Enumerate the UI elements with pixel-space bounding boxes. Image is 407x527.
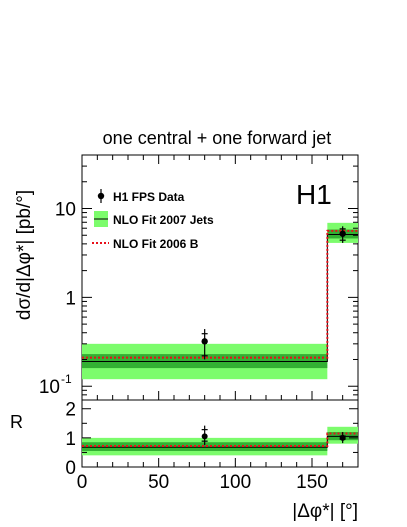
nlo-2006-line bbox=[82, 229, 358, 359]
ratio-y-axis-label: R bbox=[10, 412, 23, 432]
y-tick-label-10: 10 bbox=[55, 200, 76, 221]
y-tick-label-0.1-exp: -1 bbox=[61, 372, 72, 386]
x-tick-label-0: 0 bbox=[77, 472, 88, 493]
x-tick-label-100: 100 bbox=[219, 472, 251, 493]
ratio-tick-label-0: 0 bbox=[65, 458, 76, 479]
ratio-data-points bbox=[201, 425, 346, 446]
y-tick-label-0.1-base: 10 bbox=[39, 377, 60, 398]
ratio-band-inner-bin-0 bbox=[82, 442, 328, 451]
y-tick-label-1: 1 bbox=[65, 288, 76, 309]
main-data-points bbox=[201, 226, 346, 360]
x-tick-label-150: 150 bbox=[296, 472, 328, 493]
ratio-point-1 bbox=[339, 434, 346, 441]
data-point-1 bbox=[339, 230, 346, 237]
ratio-tick-label-2: 2 bbox=[65, 400, 76, 421]
axis-ticks bbox=[81, 154, 359, 468]
nlo-2007-central-line bbox=[82, 233, 358, 362]
chart-title: one central + one forward jet bbox=[103, 128, 332, 148]
y-axis-label: dσ/d|Δφ*| [pb/°] bbox=[14, 190, 35, 320]
x-tick-label-50: 50 bbox=[148, 472, 169, 493]
ratio-bands bbox=[82, 426, 358, 456]
legend-label-nlo-2007: NLO Fit 2007 Jets bbox=[113, 213, 214, 227]
legend-label-data: H1 FPS Data bbox=[113, 190, 185, 204]
legend-data-marker bbox=[97, 192, 105, 200]
legend: H1 FPS Data NLO Fit 2007 Jets NLO Fit 20… bbox=[92, 189, 214, 251]
legend-label-nlo-2006: NLO Fit 2006 B bbox=[113, 237, 199, 251]
ratio-plot-frame bbox=[81, 399, 359, 468]
ratio-point-0 bbox=[201, 433, 208, 440]
data-point-0 bbox=[201, 338, 208, 345]
ratio-tick-label-1: 1 bbox=[65, 429, 76, 450]
experiment-label: H1 bbox=[296, 179, 332, 210]
x-axis-label: |Δφ*| [°] bbox=[292, 501, 358, 522]
